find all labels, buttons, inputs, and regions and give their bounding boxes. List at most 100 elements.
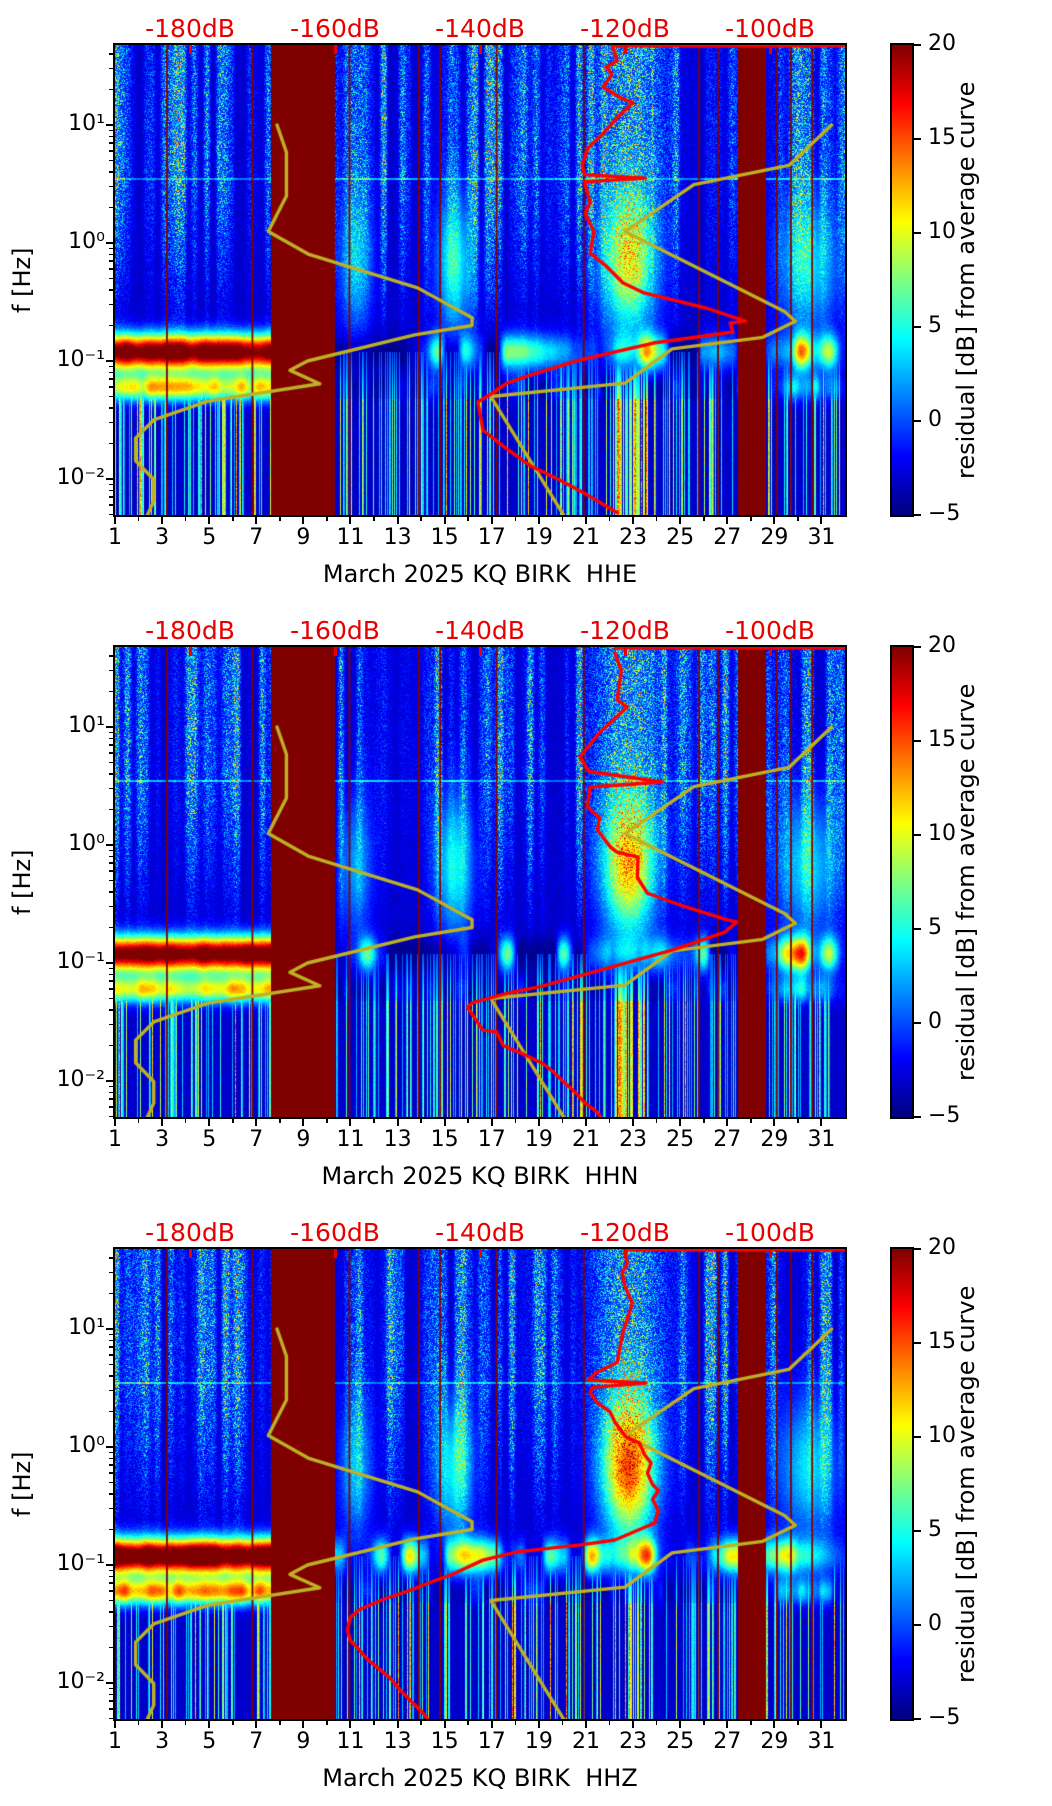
x-tick	[349, 517, 352, 524]
y-minor-tick	[109, 1085, 113, 1088]
colorbar-tick	[914, 44, 921, 46]
y-minor-tick	[109, 407, 113, 409]
x-tick-label: 25	[666, 1127, 695, 1152]
x-minor-tick	[467, 517, 470, 521]
y-minor-tick	[109, 365, 113, 368]
top-db-label: -140dB	[435, 14, 525, 43]
colorbar-tick-label: 5	[928, 915, 942, 940]
x-tick-label: 31	[807, 1729, 836, 1754]
y-minor-tick	[109, 855, 113, 858]
y-minor-tick	[109, 1346, 113, 1349]
x-minor-tick	[420, 1721, 422, 1725]
x-tick	[632, 1119, 635, 1126]
x-tick	[443, 1721, 446, 1728]
x-tick	[396, 1721, 399, 1728]
x-tick-label: 17	[477, 1127, 506, 1152]
x-minor-tick	[184, 1119, 187, 1123]
y-minor-tick	[109, 761, 113, 764]
y-minor-tick	[109, 483, 113, 486]
x-tick-label: 29	[760, 1127, 789, 1152]
x-tick-label: 17	[477, 525, 506, 550]
top-db-label: -180dB	[145, 1218, 235, 1247]
x-tick-label: 9	[296, 525, 311, 550]
y-minor-tick	[109, 442, 113, 445]
y-minor-tick	[109, 371, 113, 374]
x-tick	[584, 1721, 587, 1728]
x-tick-label: 1	[108, 1127, 122, 1152]
y-minor-tick	[109, 1375, 113, 1377]
top-db-label: -160dB	[290, 14, 380, 43]
colorbar-tick	[914, 1342, 921, 1344]
colorbar-tick	[914, 420, 921, 422]
x-tick-label: 13	[383, 525, 412, 550]
y-minor-tick	[109, 1257, 113, 1259]
y-minor-tick	[109, 324, 113, 327]
x-tick	[349, 1119, 352, 1126]
y-minor-tick	[109, 862, 113, 865]
x-tick	[114, 517, 116, 524]
y-minor-tick	[109, 513, 113, 516]
colorbar-label: residual [dB] from average curve	[952, 81, 980, 479]
y-minor-tick	[109, 1044, 113, 1047]
x-minor-tick	[420, 517, 422, 521]
x-minor-tick	[608, 1119, 611, 1123]
y-minor-tick	[109, 1464, 113, 1467]
x-tick-label: 5	[202, 1729, 217, 1754]
colorbar-tick	[914, 740, 921, 742]
y-tick-label: 10¹	[68, 713, 105, 738]
x-tick-label: 29	[760, 525, 789, 550]
x-tick	[679, 1721, 682, 1728]
y-minor-tick	[109, 395, 113, 398]
y-minor-tick	[109, 808, 113, 811]
y-minor-tick	[109, 1091, 113, 1094]
x-tick-label: 23	[619, 525, 648, 550]
x-minor-tick	[608, 1721, 611, 1725]
y-minor-tick	[109, 655, 113, 657]
x-tick	[255, 1119, 258, 1126]
y-minor-tick	[109, 1717, 113, 1720]
y-minor-tick	[109, 1292, 113, 1295]
y-minor-tick	[109, 752, 113, 754]
x-minor-tick	[797, 1721, 799, 1725]
colorbar-tick	[914, 928, 921, 930]
x-tick-label: 15	[430, 1729, 459, 1754]
y-minor-tick	[109, 1457, 113, 1460]
x-tick-label: 13	[383, 1729, 412, 1754]
colorbar-tick-label: −5	[928, 1103, 961, 1128]
colorbar-canvas	[892, 45, 912, 515]
x-tick-label: 9	[296, 1127, 311, 1152]
x-axis-label-hhn: March 2025 KQ BIRK HHN	[321, 1162, 639, 1190]
y-minor-tick	[109, 1625, 113, 1628]
x-minor-tick	[561, 1119, 564, 1123]
x-tick	[208, 517, 211, 524]
x-minor-tick	[797, 1119, 799, 1123]
y-minor-tick	[109, 1009, 113, 1011]
y-minor-tick	[109, 787, 113, 790]
spectrogram-canvas-hhe	[115, 45, 845, 515]
x-tick-label: 11	[336, 1127, 365, 1152]
x-tick	[255, 517, 258, 524]
top-db-tick	[478, 647, 482, 656]
y-tick	[106, 962, 113, 964]
x-minor-tick	[608, 517, 611, 521]
top-db-label: -120dB	[580, 1218, 670, 1247]
x-minor-tick	[137, 1119, 140, 1123]
y-minor-tick	[109, 1611, 113, 1613]
x-tick	[632, 517, 635, 524]
top-db-tick	[333, 1249, 337, 1258]
top-db-tick	[478, 1249, 482, 1258]
colorbar-label: residual [dB] from average curve	[952, 1285, 980, 1683]
colorbar-tick-label: 10	[928, 219, 956, 244]
x-minor-tick	[702, 517, 705, 521]
colorbar-label: residual [dB] from average curve	[952, 683, 980, 1081]
x-minor-tick	[655, 1721, 658, 1725]
x-minor-tick	[279, 1119, 281, 1123]
y-tick	[106, 478, 113, 480]
x-tick	[820, 517, 823, 524]
colorbar-tick-label: 0	[928, 1009, 942, 1034]
x-tick	[255, 1721, 258, 1728]
spectrogram-panel-hhz: 1 3 5 7 9 11 13 15 17 19 21 23 25 27 29 31 10¹ 10⁰ 10⁻¹ 10⁻…	[0, 1204, 1052, 1806]
y-minor-tick	[109, 88, 113, 91]
y-tick	[106, 124, 113, 126]
